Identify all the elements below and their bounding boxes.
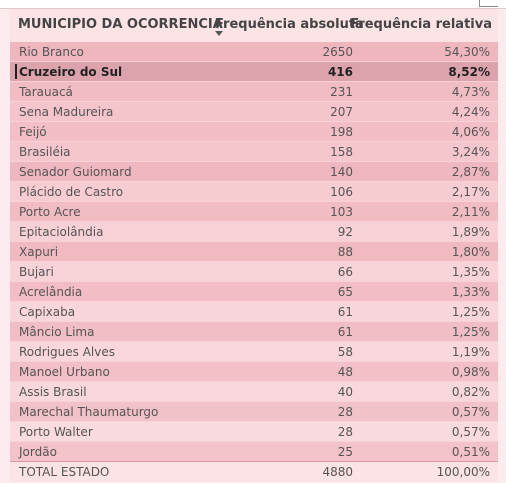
table-row[interactable]: Capixaba 61 1,25% (10, 302, 498, 322)
cell-municipio: Porto Walter (19, 425, 93, 439)
total-freq-abs: 4880 (322, 465, 353, 479)
table-row[interactable]: Plácido de Castro 106 2,17% (10, 182, 498, 202)
cell-freq-rel: 0,51% (451, 445, 490, 459)
cell-municipio: Rio Branco (19, 45, 84, 59)
cell-municipio: Epitaciolândia (19, 225, 104, 239)
cell-freq-abs: 61 (337, 325, 353, 339)
cell-freq-rel: 1,33% (451, 285, 490, 299)
cell-municipio: Xapuri (19, 245, 59, 259)
table-row[interactable]: Acrelândia 65 1,33% (10, 282, 498, 302)
table-row[interactable]: Bujari 66 1,35% (10, 262, 498, 282)
cell-freq-rel: 0,57% (451, 405, 490, 419)
cell-freq-rel: 0,98% (451, 365, 490, 379)
total-freq-rel: 100,00% (436, 465, 490, 479)
frequency-table[interactable]: MUNICIPIO DA OCORRENCIA Frequência absol… (10, 9, 498, 482)
cell-freq-rel: 2,87% (451, 165, 490, 179)
cell-freq-rel: 1,35% (451, 265, 490, 279)
cell-freq-abs: 28 (337, 425, 353, 439)
header-frequencia-absoluta[interactable]: Frequência absoluta (215, 17, 364, 32)
cell-freq-abs: 92 (337, 225, 353, 239)
corner-handle[interactable] (479, 0, 498, 7)
cell-freq-abs: 416 (327, 65, 353, 79)
cell-municipio: Porto Acre (19, 205, 81, 219)
cell-freq-rel: 0,57% (451, 425, 490, 439)
total-row: TOTAL ESTADO 4880 100,00% (10, 461, 498, 482)
cell-municipio: Senador Guiomard (19, 165, 132, 179)
cell-freq-abs: 140 (330, 165, 353, 179)
cell-freq-abs: 2650 (322, 45, 353, 59)
cell-municipio: Brasiléia (19, 145, 71, 159)
cell-freq-rel: 2,17% (451, 185, 490, 199)
table-row[interactable]: Cruzeiro do Sul 416 8,52% (10, 62, 498, 82)
table-row[interactable]: Jordão 25 0,51% (10, 442, 498, 462)
cell-municipio: Assis Brasil (19, 385, 87, 399)
table-row[interactable]: Senador Guiomard 140 2,87% (10, 162, 498, 182)
table-row[interactable]: Manoel Urbano 48 0,98% (10, 362, 498, 382)
cell-freq-rel: 4,73% (451, 85, 490, 99)
cell-freq-abs: 158 (330, 145, 353, 159)
cell-municipio: Cruzeiro do Sul (19, 65, 123, 79)
cell-freq-rel: 2,11% (451, 205, 490, 219)
cell-freq-abs: 106 (330, 185, 353, 199)
table-row[interactable]: Epitaciolândia 92 1,89% (10, 222, 498, 242)
cell-municipio: Feijó (19, 125, 47, 139)
cell-freq-rel: 0,82% (451, 385, 490, 399)
cell-municipio: Rodrigues Alves (19, 345, 115, 359)
cell-municipio: Tarauacá (19, 85, 73, 99)
top-strip (0, 0, 506, 9)
table-row[interactable]: Brasiléia 158 3,24% (10, 142, 498, 162)
table-body: Rio Branco 2650 54,30% Cruzeiro do Sul 416 8,… (10, 42, 498, 482)
cell-freq-rel: 1,25% (451, 305, 490, 319)
table-row[interactable]: Sena Madureira 207 4,24% (10, 102, 498, 122)
table-row[interactable]: Tarauacá 231 4,73% (10, 82, 498, 102)
cell-freq-rel: 1,25% (451, 325, 490, 339)
cell-freq-abs: 103 (330, 205, 353, 219)
total-municipio: TOTAL ESTADO (19, 465, 110, 479)
cell-freq-rel: 4,06% (451, 125, 490, 139)
cell-freq-abs: 65 (337, 285, 353, 299)
table-row[interactable]: Porto Walter 28 0,57% (10, 422, 498, 442)
cell-freq-abs: 66 (337, 265, 353, 279)
cell-freq-abs: 25 (337, 445, 353, 459)
cell-municipio: Jordão (19, 445, 57, 459)
table-row[interactable]: Mâncio Lima 61 1,25% (10, 322, 498, 342)
cell-freq-abs: 40 (337, 385, 353, 399)
table-row[interactable]: Rodrigues Alves 58 1,19% (10, 342, 498, 362)
table-row[interactable]: Porto Acre 103 2,11% (10, 202, 498, 222)
table-row[interactable]: Marechal Thaumaturgo 28 0,57% (10, 402, 498, 422)
cell-freq-rel: 8,52% (448, 65, 490, 79)
header-municipio[interactable]: MUNICIPIO DA OCORRENCIA (18, 17, 223, 32)
table-row[interactable]: Assis Brasil 40 0,82% (10, 382, 498, 402)
cell-municipio: Acrelândia (19, 285, 83, 299)
cell-freq-abs: 198 (330, 125, 353, 139)
cell-municipio: Marechal Thaumaturgo (19, 405, 159, 419)
cell-freq-rel: 4,24% (451, 105, 490, 119)
cell-freq-abs: 231 (330, 85, 353, 99)
sort-descending-icon[interactable] (215, 31, 223, 36)
cell-freq-rel: 1,19% (451, 345, 490, 359)
table-row[interactable]: Rio Branco 2650 54,30% (10, 42, 498, 62)
cell-freq-abs: 28 (337, 405, 353, 419)
cell-freq-abs: 58 (337, 345, 353, 359)
cell-municipio: Plácido de Castro (19, 185, 124, 199)
cell-freq-rel: 54,30% (444, 45, 490, 59)
cell-municipio: Capixaba (19, 305, 76, 319)
table-row[interactable]: Xapuri 88 1,80% (10, 242, 498, 262)
cell-municipio: Manoel Urbano (19, 365, 110, 379)
cell-freq-rel: 1,80% (451, 245, 490, 259)
header-frequencia-relativa[interactable]: Frequência relativa (350, 17, 492, 32)
cell-freq-abs: 61 (337, 305, 353, 319)
table-row[interactable]: Feijó 198 4,06% (10, 122, 498, 142)
cell-municipio: Mâncio Lima (19, 325, 95, 339)
table-header: MUNICIPIO DA OCORRENCIA Frequência absol… (10, 9, 498, 44)
cell-freq-abs: 207 (330, 105, 353, 119)
cell-freq-abs: 48 (337, 365, 353, 379)
cell-freq-rel: 3,24% (451, 145, 490, 159)
cell-municipio: Bujari (19, 265, 54, 279)
cell-freq-abs: 88 (337, 245, 353, 259)
cell-municipio: Sena Madureira (19, 105, 114, 119)
cell-freq-rel: 1,89% (451, 225, 490, 239)
